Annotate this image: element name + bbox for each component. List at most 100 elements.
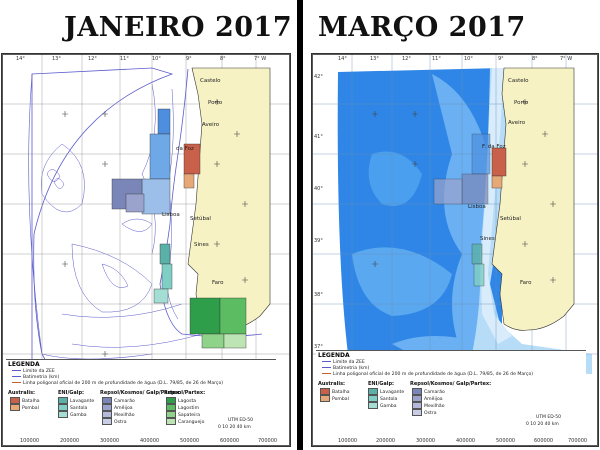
x-coord: 200000: [376, 438, 396, 444]
scale-km: 0 10 20 40 km: [526, 422, 559, 427]
legend-item: Mexilhão: [412, 402, 445, 410]
lat-label: 42°: [314, 74, 323, 80]
legend-item: Gamba: [58, 411, 87, 419]
legend-item: Santola: [58, 404, 87, 412]
lon-label: 9°: [498, 56, 504, 62]
legend-item: Amêijoa: [412, 395, 443, 403]
legend-header: LEGENDA: [8, 361, 40, 368]
legend-group-title: ENI/Galp:: [368, 381, 395, 387]
legend-line: Limite da ZEE: [322, 360, 365, 366]
x-coord: 100000: [20, 438, 40, 444]
legend-group-title: Repsol/Kosmos/ Galp/Partex:: [410, 381, 492, 387]
legend-item: Amêijoa: [102, 404, 133, 412]
legend-line: Batimetria (km): [322, 366, 369, 372]
legend-item: Gamba: [368, 402, 397, 410]
legend: LEGENDA Limite da ZEE Batimetria (km) Li…: [316, 350, 586, 429]
city-label: Faro: [212, 280, 224, 286]
legend-group-title: Australis:: [8, 390, 36, 396]
x-coord: 400000: [140, 438, 160, 444]
legend-item: Mexilhão: [102, 411, 135, 419]
city-label: Aveiro: [508, 120, 526, 126]
scale-label: UTM ED-50: [536, 415, 562, 420]
lat-label: 39°: [314, 238, 323, 244]
x-coord: 500000: [180, 438, 200, 444]
city-label: Setúbal: [500, 216, 521, 222]
lon-label: 13°: [370, 56, 379, 62]
legend-group-title: Repsol/Partex:: [164, 390, 206, 396]
lon-label: 7° W: [560, 56, 573, 62]
legend-line: Limite da ZEE: [12, 369, 55, 375]
legend-group-title: Australis:: [318, 381, 346, 387]
lon-label: 8°: [532, 56, 538, 62]
legend-group-title: Repsol/Kosmos/ Galp/Partex:: [100, 390, 182, 396]
x-coord: 600000: [220, 438, 240, 444]
legend-item: Batalha: [320, 388, 350, 396]
legend-header: LEGENDA: [318, 352, 350, 359]
legend-item: Lagostim: [166, 404, 199, 412]
legend-item: Santola: [368, 395, 397, 403]
legend-item: Pombal: [320, 395, 349, 403]
lon-label: 12°: [402, 56, 411, 62]
legend-item: Batalha: [10, 397, 40, 405]
x-coord: 600000: [534, 438, 554, 444]
scale-label: UTM ED-50: [228, 418, 254, 423]
lon-label: 8°: [220, 56, 226, 62]
legend-item: Pombal: [10, 404, 39, 412]
legend-item: Ostra: [412, 409, 437, 417]
legend: LEGENDA Limite da ZEE Batimetria (km) Li…: [6, 359, 276, 438]
lat-label: 40°: [314, 186, 323, 192]
city-label: da Foz: [176, 146, 194, 152]
x-coord: 200000: [60, 438, 80, 444]
x-coord: 300000: [100, 438, 120, 444]
city-label: Porto: [208, 100, 223, 106]
lon-label: 9°: [186, 56, 192, 62]
title-march: MARÇO 2017: [318, 12, 526, 43]
x-coord: 700000: [568, 438, 588, 444]
legend-line: Linha poligonal oficial de 200 m de prof…: [12, 381, 223, 387]
legend-line: Batimetria (km): [12, 375, 59, 381]
lon-label: 14°: [338, 56, 347, 62]
x-coord: 300000: [416, 438, 436, 444]
city-label: Faro: [520, 280, 532, 286]
legend-item: Lavagante: [58, 397, 94, 405]
city-label: Castelo: [508, 78, 529, 84]
map-march: 14° 13° 12° 11° 10° 9° 8° 7° W 42° 41° 4…: [311, 53, 599, 447]
city-label: Porto: [514, 100, 529, 106]
x-coord: 400000: [456, 438, 476, 444]
city-label: Lisboa: [468, 204, 486, 210]
lon-label: 11°: [120, 56, 129, 62]
x-coord: 500000: [496, 438, 516, 444]
city-label: Castelo: [200, 78, 221, 84]
city-label: Lisboa: [162, 212, 180, 218]
lon-label: 13°: [52, 56, 61, 62]
legend-item: Lavagante: [368, 388, 404, 396]
legend-item: Lagosta: [166, 397, 196, 405]
map-january: 14° 13° 12° 11° 10° 9° 8° 7° W Castelo P…: [1, 53, 291, 447]
lat-label: 37°: [314, 344, 323, 350]
city-label: F. da Foz: [482, 144, 506, 150]
city-label: Setúbal: [190, 216, 211, 222]
lon-label: 10°: [152, 56, 161, 62]
city-label: Aveiro: [202, 122, 220, 128]
title-january: JANEIRO 2017: [64, 12, 293, 43]
lat-label: 41°: [314, 134, 323, 140]
legend-group-title: ENI/Galp:: [58, 390, 85, 396]
city-label: Sines: [194, 242, 209, 248]
lon-label: 14°: [16, 56, 25, 62]
lon-label: 12°: [88, 56, 97, 62]
legend-line: Linha poligonal oficial de 200 m de prof…: [322, 372, 533, 378]
legend-item: Caranguejo: [166, 418, 204, 426]
scale-km: 0 10 20 40 km: [218, 425, 251, 430]
city-label: Sines: [480, 236, 495, 242]
legend-item: Sapateira: [166, 411, 200, 419]
map-march-graphic: [312, 54, 598, 446]
legend-item: Camarão: [102, 397, 135, 405]
panel-divider: [297, 0, 303, 450]
lon-label: 11°: [432, 56, 441, 62]
x-coord: 700000: [258, 438, 278, 444]
x-coord: 100000: [338, 438, 358, 444]
lat-label: 38°: [314, 292, 323, 298]
lon-label: 10°: [464, 56, 473, 62]
lon-label: 7° W: [254, 56, 267, 62]
legend-item: Camarão: [412, 388, 445, 396]
